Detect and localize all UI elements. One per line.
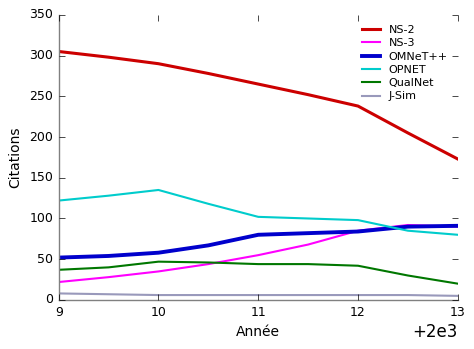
- OPNET: [305, 216, 311, 221]
- NS-3: [455, 224, 461, 229]
- X-axis label: Année: Année: [236, 326, 280, 340]
- NS-2: [56, 50, 62, 54]
- J-Sim: [106, 292, 111, 296]
- NS-3: [255, 253, 261, 257]
- NS-2: [455, 157, 461, 161]
- OPNET: [106, 194, 111, 198]
- Y-axis label: Citations: Citations: [9, 127, 22, 188]
- QualNet: [155, 260, 161, 264]
- OPNET: [155, 188, 161, 192]
- NS-3: [155, 269, 161, 274]
- OMNeT++: [155, 251, 161, 255]
- Line: NS-2: NS-2: [59, 52, 458, 159]
- J-Sim: [355, 293, 361, 297]
- NS-2: [155, 62, 161, 66]
- OMNeT++: [405, 224, 411, 229]
- QualNet: [355, 263, 361, 268]
- OPNET: [405, 229, 411, 233]
- NS-3: [56, 280, 62, 284]
- OMNeT++: [355, 229, 361, 233]
- OPNET: [206, 202, 211, 206]
- OMNeT++: [56, 255, 62, 260]
- QualNet: [206, 260, 211, 265]
- QualNet: [106, 265, 111, 269]
- Line: OPNET: OPNET: [59, 190, 458, 235]
- QualNet: [455, 282, 461, 286]
- OMNeT++: [106, 254, 111, 258]
- J-Sim: [405, 293, 411, 297]
- J-Sim: [56, 291, 62, 296]
- NS-2: [206, 72, 211, 76]
- OMNeT++: [206, 243, 211, 247]
- NS-3: [206, 262, 211, 266]
- J-Sim: [155, 293, 161, 297]
- OPNET: [355, 218, 361, 222]
- QualNet: [56, 268, 62, 272]
- Line: OMNeT++: OMNeT++: [59, 226, 458, 258]
- NS-2: [405, 131, 411, 135]
- J-Sim: [255, 293, 261, 297]
- OPNET: [455, 233, 461, 237]
- Line: J-Sim: J-Sim: [59, 294, 458, 296]
- OMNeT++: [305, 231, 311, 235]
- QualNet: [405, 273, 411, 277]
- OPNET: [255, 215, 261, 219]
- NS-3: [405, 223, 411, 227]
- NS-2: [106, 55, 111, 59]
- Legend: NS-2, NS-3, OMNeT++, OPNET, QualNet, J-Sim: NS-2, NS-3, OMNeT++, OPNET, QualNet, J-S…: [354, 20, 452, 106]
- NS-3: [106, 275, 111, 279]
- NS-3: [355, 229, 361, 233]
- NS-2: [255, 82, 261, 86]
- NS-2: [355, 104, 361, 108]
- J-Sim: [455, 294, 461, 298]
- Line: QualNet: QualNet: [59, 262, 458, 284]
- OMNeT++: [255, 233, 261, 237]
- J-Sim: [206, 293, 211, 297]
- Line: NS-3: NS-3: [59, 225, 458, 282]
- J-Sim: [305, 293, 311, 297]
- QualNet: [255, 262, 261, 266]
- QualNet: [305, 262, 311, 266]
- OMNeT++: [455, 224, 461, 228]
- NS-2: [305, 92, 311, 97]
- NS-3: [305, 243, 311, 247]
- OPNET: [56, 199, 62, 203]
